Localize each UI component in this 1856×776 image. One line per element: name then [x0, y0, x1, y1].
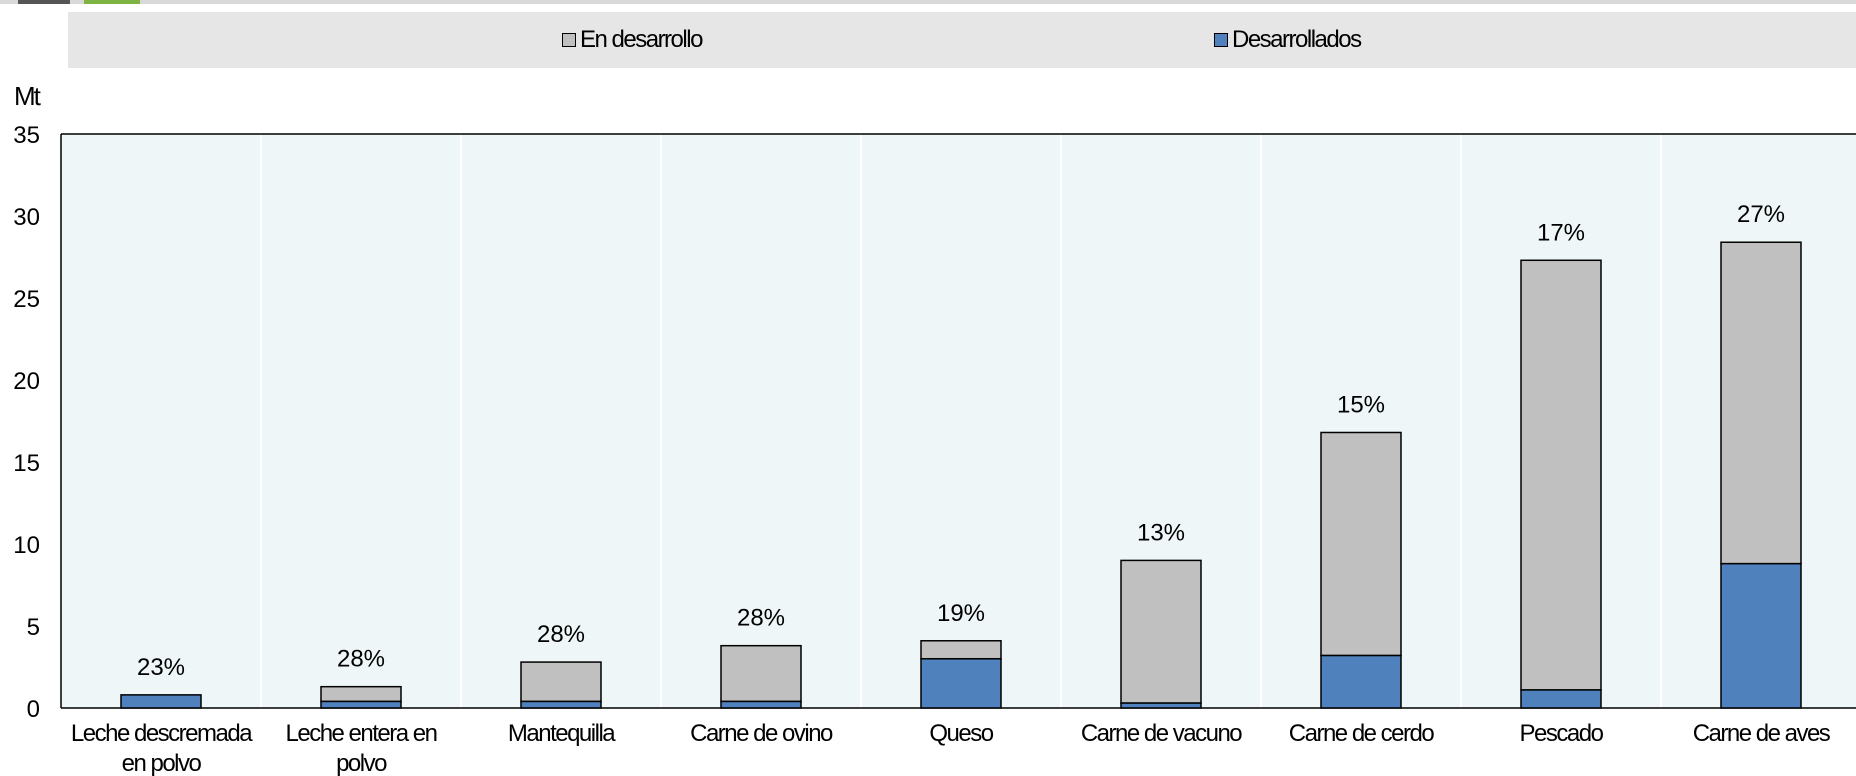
x-tick-label: Pescado	[1520, 720, 1604, 747]
bar-en-desarrollo	[1120, 559, 1202, 704]
y-tick-label: 15	[13, 450, 40, 477]
data-label: 23%	[137, 654, 185, 681]
data-label: 13%	[1137, 519, 1185, 546]
x-tick-label: polvo	[336, 750, 387, 776]
bar-en-desarrollo	[720, 644, 802, 703]
x-tick-label: Carne de aves	[1693, 720, 1831, 747]
bar-desarrollados	[1320, 654, 1402, 709]
bar-desarrollados	[720, 700, 802, 709]
legend-label-desarrollados: Desarrollados	[1232, 26, 1362, 53]
tab-indicator-green[interactable]	[84, 0, 140, 4]
y-tick-label: 5	[27, 614, 40, 641]
bar-desarrollados	[520, 700, 602, 709]
bar-desarrollados	[1120, 702, 1202, 709]
y-tick-label: 30	[13, 204, 40, 231]
y-tick-label: 35	[13, 122, 40, 149]
bar-en-desarrollo	[1520, 259, 1602, 691]
bar-desarrollados	[1520, 689, 1602, 709]
y-tick-label: 10	[13, 532, 40, 559]
legend-item-desarrollados: Desarrollados	[1214, 24, 1362, 56]
y-tick-label: 0	[27, 696, 40, 723]
x-tick-label: Mantequilla	[508, 720, 616, 747]
x-tick-label: Queso	[929, 720, 993, 747]
x-tick-label: Carne de cerdo	[1289, 720, 1435, 747]
bar-desarrollados	[120, 694, 202, 709]
bar-en-desarrollo	[1320, 431, 1402, 657]
x-tick-label: Leche descremada	[71, 720, 253, 747]
bar-desarrollados	[320, 700, 402, 709]
bar-en-desarrollo	[520, 661, 602, 703]
x-tick-label: Carne de ovino	[690, 720, 833, 747]
tab-indicator-dark[interactable]	[18, 0, 70, 4]
legend-swatch-en-desarrollo	[562, 33, 576, 47]
legend-item-en-desarrollo: En desarrollo	[562, 24, 703, 56]
data-label: 15%	[1337, 391, 1385, 418]
bar-desarrollados	[920, 658, 1002, 709]
bar-en-desarrollo	[320, 685, 402, 703]
x-tick-label: en polvo	[122, 750, 202, 776]
data-label: 28%	[737, 605, 785, 632]
x-tick-label: Carne de vacuno	[1081, 720, 1242, 747]
data-label: 27%	[1737, 201, 1785, 228]
y-tick-label: 25	[13, 286, 40, 313]
y-tick-label: 20	[13, 368, 40, 395]
y-axis-label: Mt	[14, 81, 42, 111]
bar-desarrollados	[1720, 562, 1802, 709]
data-label: 28%	[337, 646, 385, 673]
bar-en-desarrollo	[920, 640, 1002, 660]
legend-swatch-desarrollados	[1214, 33, 1228, 47]
top-bar	[0, 0, 1856, 4]
legend-label-en-desarrollo: En desarrollo	[580, 26, 703, 53]
chart-legend: En desarrollo Desarrollados	[68, 12, 1856, 68]
data-label: 19%	[937, 600, 985, 627]
data-label: 28%	[537, 621, 585, 648]
data-label: 17%	[1537, 219, 1585, 246]
bar-en-desarrollo	[1720, 241, 1802, 565]
x-tick-label: Leche entera en	[286, 720, 437, 747]
